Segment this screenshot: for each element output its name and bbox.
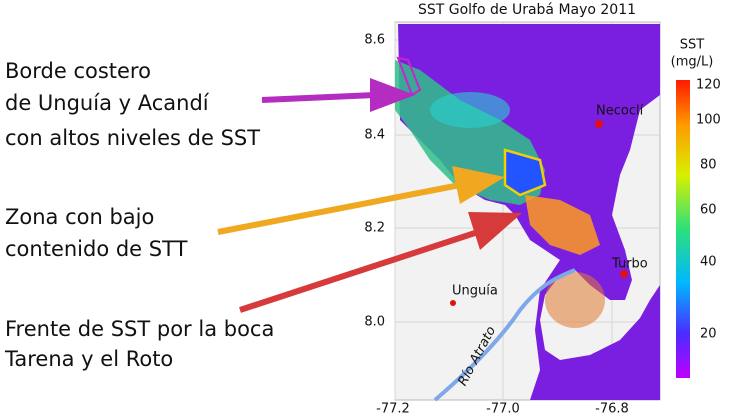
sst-patch [430,92,510,128]
annotation-text: contenido de STT [5,237,188,261]
sst-patch [545,272,605,328]
arrow [217,166,505,235]
y-tick-label: 8.6 [364,33,385,48]
map-title: SST Golfo de Urabá Mayo 2011 [418,2,636,18]
place-label: Unguía [452,284,498,299]
town-marker [595,120,603,128]
sst-front [525,195,600,255]
place-label: Turbo [611,257,648,272]
colorbar: SST (mg/L) 120 100 80 60 40 20 [671,38,721,378]
place-label: Necoclí [596,104,644,119]
colorbar-title: SST [680,38,705,53]
arrow [239,212,522,313]
colorbar-tick-label: 100 [696,113,721,128]
x-tick-label: -77.0 [486,402,520,417]
colorbar-tick-label: 80 [700,158,717,173]
river [433,268,576,402]
coast-outline [396,56,422,97]
colorbar-tick-label: 20 [700,327,717,342]
annotation-text: Frente de SST por la boca [5,317,274,341]
colorbar-title: (mg/L) [671,55,714,70]
colorbar-tick-label: 60 [700,203,717,218]
y-tick-label: 8.4 [364,128,385,143]
colorbar-tick-label: 40 [700,255,717,270]
town-marker [620,270,628,278]
x-tick-label: -76.8 [595,402,629,417]
town-marker [450,300,456,306]
annotation-text: Tarena y el Roto [4,347,173,371]
colorbar-ramp [676,80,690,378]
y-tick-label: 8.0 [364,315,385,330]
annotation-text: Borde costero [5,59,151,83]
annotation-text: Zona con bajo [5,205,154,229]
map: Necoclí Turbo Unguía Río Atrato [394,21,661,402]
x-tick-label: -77.2 [376,402,410,417]
colorbar-tick-label: 120 [696,78,721,93]
y-tick-label: 8.2 [364,221,385,236]
low-sst-zone [503,148,547,197]
annotation-text: de Unguía y Acandí [5,91,210,115]
arrow [261,78,415,112]
annotation-text: con altos niveles de SST [5,126,260,150]
